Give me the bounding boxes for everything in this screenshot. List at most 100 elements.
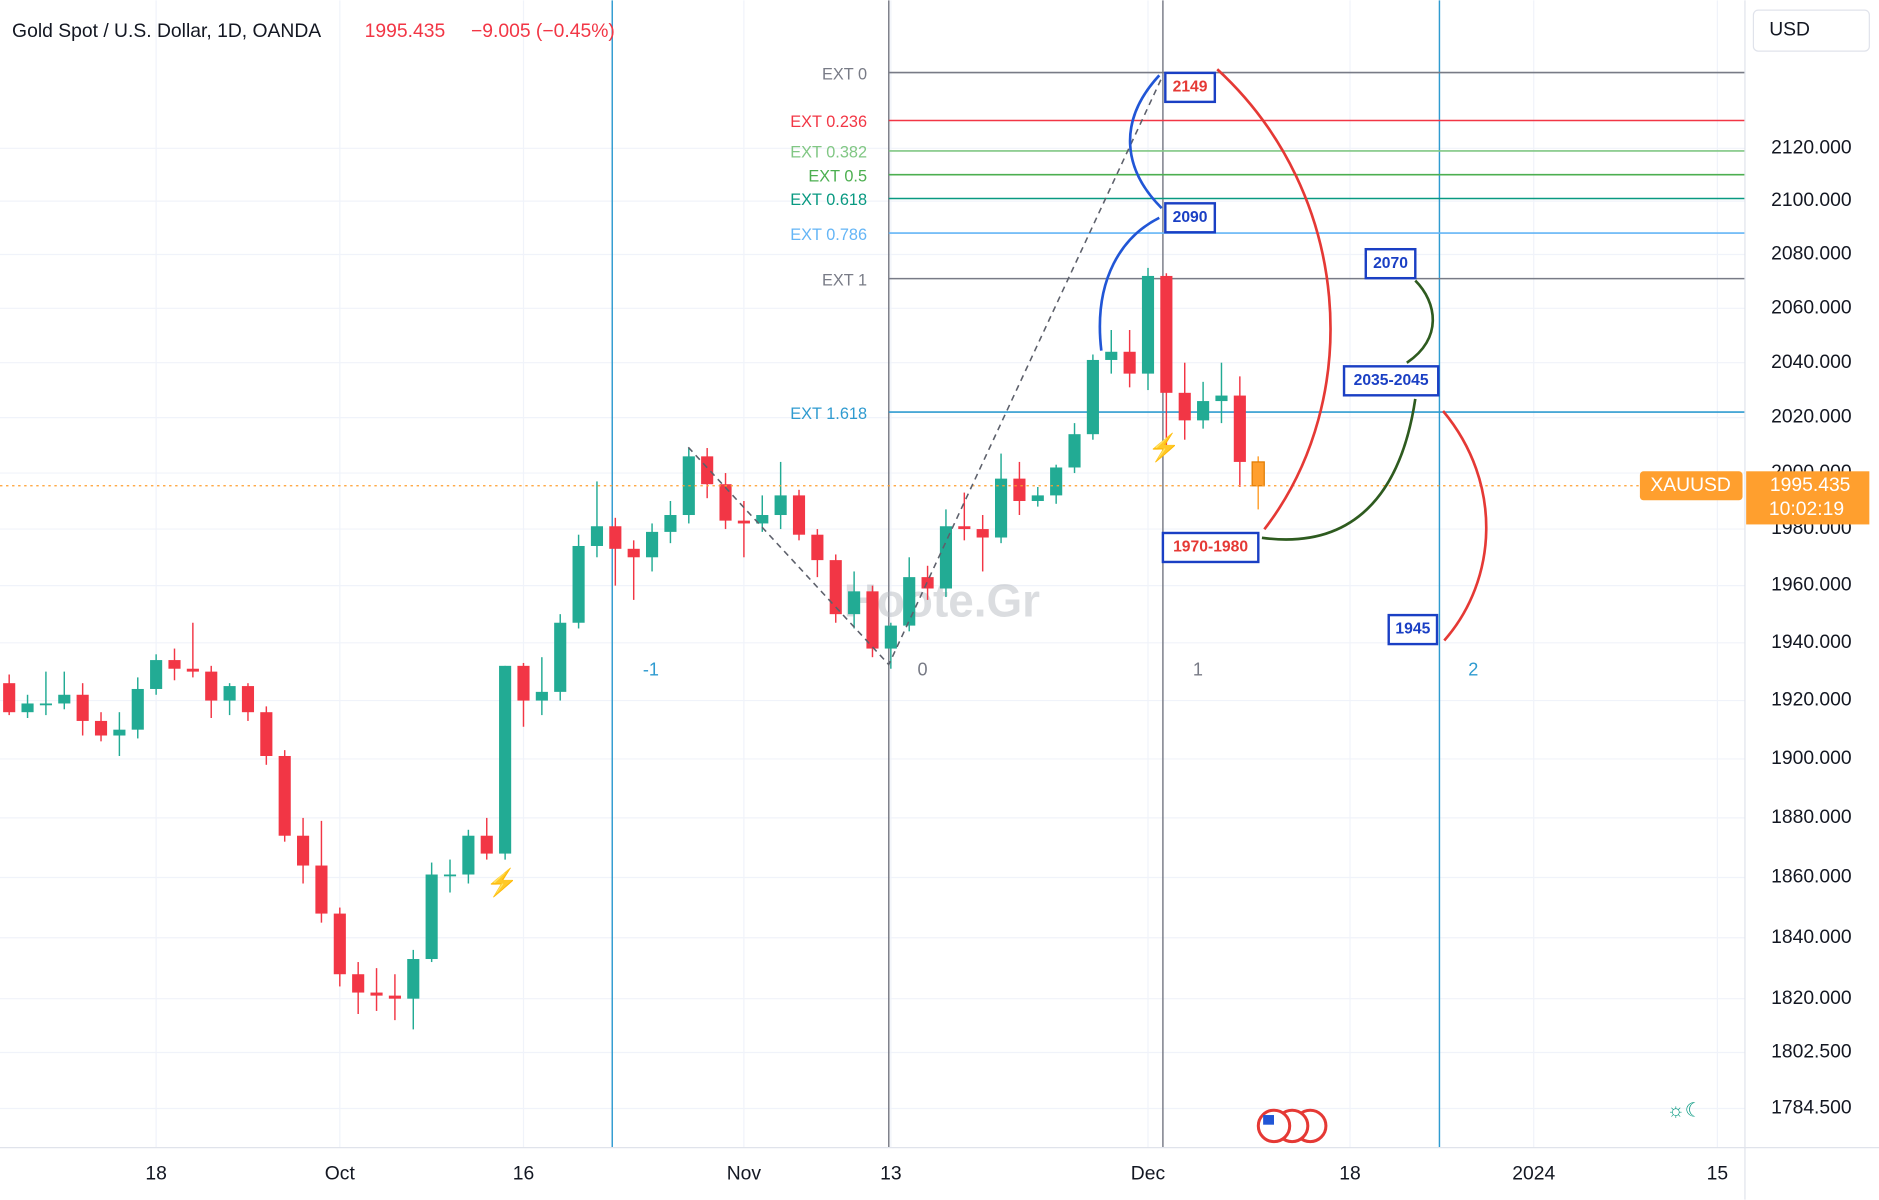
currency-label: USD <box>1769 20 1810 41</box>
arrow <box>1216 68 1332 531</box>
flag-icon <box>1256 1108 1292 1144</box>
candle-body <box>315 865 328 914</box>
candle-body <box>205 671 218 701</box>
candle-body <box>1197 401 1210 421</box>
annotation-box <box>1161 531 1260 564</box>
fib-level-label: EXT 0.786 <box>790 226 867 244</box>
trend-line <box>687 74 1164 666</box>
candle-body <box>884 625 897 649</box>
arrow <box>1128 74 1163 210</box>
candle-body <box>113 729 126 736</box>
chart-title: Gold Spot / U.S. Dollar, 1D, OANDA <box>12 21 321 42</box>
candle-body <box>1123 351 1136 374</box>
y-tick-label: 1960.000 <box>1771 575 1852 596</box>
candle-body <box>737 520 750 524</box>
annotation: 2149 <box>1173 79 1208 96</box>
candle-body <box>866 591 879 649</box>
event-icon: ⚡ <box>1148 432 1181 464</box>
candle-body <box>1141 275 1155 374</box>
candle-body <box>333 913 346 975</box>
candle-body <box>150 660 163 689</box>
candle-body <box>480 835 493 854</box>
x-tick-label: 16 <box>513 1163 534 1184</box>
drawings <box>687 68 1488 666</box>
fib-level-label: EXT 0.5 <box>808 167 867 185</box>
fib-level-label: EXT 0 <box>822 65 867 83</box>
fib-level-label: EXT 1 <box>822 271 867 289</box>
candle-body <box>701 456 714 485</box>
annotation: 1970-1980 <box>1173 539 1248 556</box>
last-price: 1995.435 <box>365 21 446 42</box>
candle-body <box>848 591 861 615</box>
y-tick-label: 2080.000 <box>1771 244 1852 265</box>
candle-body <box>443 874 457 877</box>
symbol-tag <box>1639 471 1743 501</box>
candle-body <box>3 683 16 713</box>
arrow <box>1406 279 1435 364</box>
price-tag <box>1746 471 1870 525</box>
candle-body <box>260 712 273 756</box>
time-zone-label: -1 <box>643 659 659 679</box>
arrow <box>1261 398 1417 541</box>
y-tick-label: 2040.000 <box>1771 352 1852 373</box>
candle-body <box>1086 359 1099 435</box>
flag-canton <box>1263 1115 1275 1125</box>
fib-level-label: EXT 0.618 <box>790 191 867 209</box>
fib-levels: EXT 0 EXT 0.236 EXT 0.382 EXT 0.5 EXT 0.618 E… <box>790 65 1745 423</box>
annotation-boxes: 2149 2090 2070 2035-2045 1970-1980 1945 <box>1161 71 1440 646</box>
candle-body <box>756 515 769 524</box>
candle-body <box>370 992 383 996</box>
candle-body <box>1215 395 1228 402</box>
y-tick-label: 1900.000 <box>1771 748 1852 769</box>
candle-body <box>1105 351 1118 360</box>
candle-body <box>554 622 567 692</box>
y-tick-label: 1820.000 <box>1771 988 1852 1009</box>
y-tick-label: 1802.500 <box>1771 1042 1852 1063</box>
candle-body <box>58 694 71 704</box>
event-flags <box>1256 1108 1328 1144</box>
candle-body <box>627 548 640 558</box>
candle-body <box>1068 434 1081 468</box>
candle-body <box>958 526 971 530</box>
time-zone-label: 0 <box>918 659 928 679</box>
symbol-label: XAUUSD <box>1650 475 1731 496</box>
x-tick-label: 18 <box>1339 1163 1360 1184</box>
x-tick-label: 15 <box>1707 1163 1728 1184</box>
annotation-box <box>1387 613 1439 646</box>
y-tick-label: 2020.000 <box>1771 407 1852 428</box>
candle-body <box>278 755 291 836</box>
annotation: 1945 <box>1395 621 1430 638</box>
candle-body <box>388 995 401 999</box>
candle-body <box>168 660 181 669</box>
y-tick-label: 1840.000 <box>1771 927 1852 948</box>
x-tick-label: 13 <box>880 1163 901 1184</box>
candle-body <box>939 526 953 589</box>
candle-body <box>1251 461 1265 487</box>
y-tick-label: 1860.000 <box>1771 867 1852 888</box>
candle-body <box>774 495 787 516</box>
y-tick-label: 2100.000 <box>1771 190 1852 211</box>
candle-body <box>994 478 1008 538</box>
y-tick-label: 1880.000 <box>1771 807 1852 828</box>
candle-body <box>407 959 420 999</box>
candle-body <box>517 665 530 701</box>
candle-body <box>1013 478 1026 501</box>
x-tick-label: Nov <box>727 1163 762 1184</box>
arrow <box>1442 410 1488 642</box>
fib-level-label: EXT 0.382 <box>790 144 867 162</box>
candle-body <box>1233 395 1246 462</box>
candle-body <box>903 577 916 626</box>
x-tick-label: 18 <box>145 1163 166 1184</box>
candle-body <box>223 686 236 701</box>
y-tick-label: 2120.000 <box>1771 137 1852 158</box>
axes: 2120.000 2100.000 2080.000 2060.000 2040.000… <box>145 137 1870 1184</box>
event-icon: ⚡ <box>486 866 519 898</box>
currency-button[interactable] <box>1752 9 1870 52</box>
countdown: 10:02:19 <box>1769 499 1844 520</box>
candle-body <box>297 835 310 866</box>
candle-body <box>829 560 842 615</box>
candle-body <box>535 691 548 701</box>
y-tick-label: 1940.000 <box>1771 632 1852 653</box>
